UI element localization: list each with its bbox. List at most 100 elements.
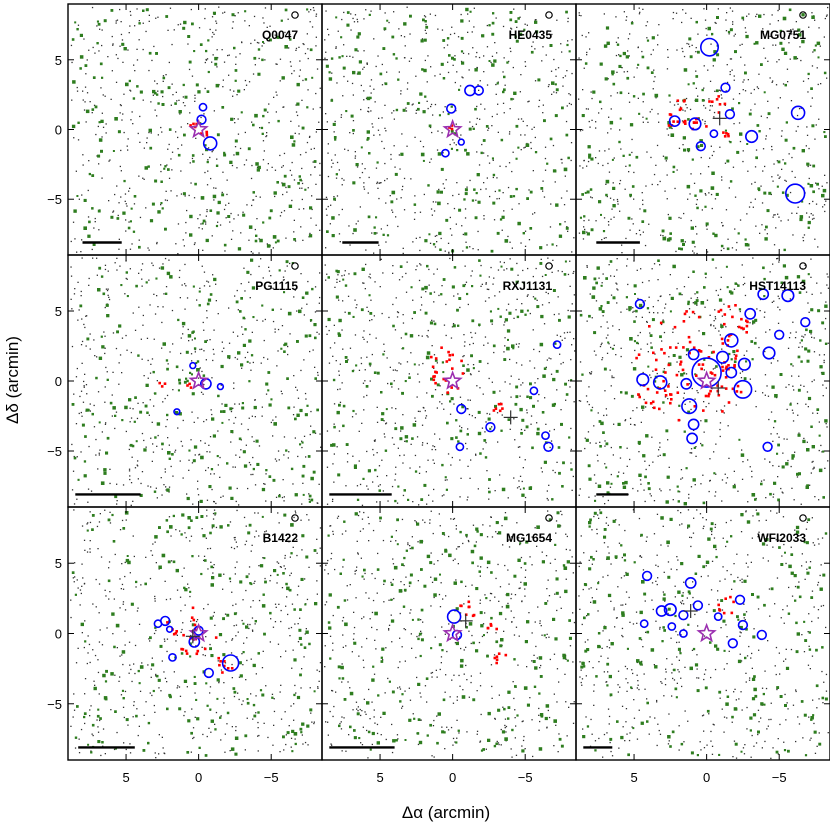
field-point: [653, 80, 655, 83]
field-point: [258, 734, 260, 737]
field-point: [652, 306, 654, 308]
galaxy-point: [74, 21, 77, 24]
field-point: [618, 329, 620, 331]
galaxy-point: [277, 119, 280, 123]
field-point: [141, 278, 143, 280]
galaxy-point: [455, 419, 458, 422]
field-point: [642, 116, 644, 118]
field-point: [263, 22, 265, 24]
field-point: [667, 213, 669, 216]
galaxy-point: [234, 139, 238, 143]
field-point: [509, 383, 511, 385]
field-point: [226, 193, 228, 196]
galaxy-point: [551, 243, 554, 246]
galaxy-point: [619, 446, 622, 449]
field-point: [438, 294, 440, 297]
field-point: [650, 376, 652, 379]
galaxy-point: [346, 23, 350, 27]
field-point: [279, 154, 281, 157]
galaxy-point: [816, 182, 819, 186]
field-point: [602, 315, 604, 317]
field-point: [687, 150, 690, 153]
field-point: [497, 441, 499, 443]
field-point: [724, 473, 726, 475]
field-point: [627, 283, 629, 286]
galaxy-point: [488, 478, 491, 481]
group-circle: [691, 357, 722, 388]
field-point: [270, 574, 272, 577]
field-point: [815, 203, 818, 205]
field-point: [316, 538, 318, 540]
galaxy-point: [555, 88, 559, 92]
field-point: [459, 396, 462, 398]
field-point: [586, 320, 588, 322]
field-point: [141, 263, 144, 265]
field-point: [808, 147, 810, 150]
red-member-point: [447, 350, 450, 354]
field-point: [597, 460, 599, 462]
galaxy-point: [424, 239, 428, 243]
field-point: [455, 144, 457, 146]
field-point: [376, 182, 378, 185]
galaxy-point: [606, 481, 610, 485]
field-point: [590, 91, 592, 93]
field-point: [84, 101, 86, 103]
field-point: [331, 500, 334, 502]
galaxy-point: [488, 24, 491, 27]
field-point: [639, 208, 641, 210]
field-point: [207, 281, 210, 283]
galaxy-point: [178, 378, 181, 382]
field-point: [551, 33, 553, 36]
field-point: [729, 58, 732, 60]
field-point: [192, 737, 194, 740]
galaxy-point: [539, 246, 543, 250]
galaxy-point: [588, 477, 592, 481]
field-point: [212, 274, 214, 276]
galaxy-point: [311, 76, 314, 79]
field-point: [798, 432, 800, 434]
field-point: [395, 408, 397, 410]
field-point: [354, 299, 356, 301]
field-point: [234, 466, 236, 468]
field-point: [235, 63, 237, 65]
field-point: [688, 43, 690, 45]
field-point: [87, 488, 90, 490]
field-point: [750, 201, 752, 204]
field-point: [267, 163, 269, 165]
field-point: [825, 317, 827, 320]
field-point: [602, 273, 604, 275]
field-point: [361, 171, 364, 174]
galaxy-point: [437, 201, 441, 206]
field-point: [398, 71, 400, 73]
field-point: [99, 28, 101, 30]
field-point: [77, 319, 79, 321]
field-point: [269, 580, 271, 582]
field-point: [310, 9, 312, 11]
field-point: [112, 371, 114, 373]
field-point: [687, 276, 690, 278]
field-point: [599, 441, 601, 443]
galaxy-point: [570, 379, 573, 382]
field-point: [649, 493, 651, 495]
field-point: [772, 440, 774, 442]
field-point: [136, 708, 138, 710]
field-point: [245, 159, 248, 161]
field-point: [357, 50, 359, 52]
galaxy-point: [287, 311, 292, 316]
field-point: [462, 250, 464, 252]
field-point: [729, 7, 731, 9]
field-point: [755, 149, 758, 151]
field-point: [85, 315, 87, 317]
galaxy-point: [767, 112, 771, 116]
field-point: [243, 267, 245, 269]
field-point: [160, 170, 162, 173]
field-point: [503, 210, 505, 212]
field-point: [117, 57, 119, 60]
field-point: [168, 177, 171, 179]
field-point: [680, 478, 682, 480]
red-member-point: [637, 353, 641, 356]
field-point: [128, 672, 130, 674]
field-point: [560, 43, 562, 45]
field-point: [162, 80, 164, 82]
field-point: [80, 728, 83, 731]
